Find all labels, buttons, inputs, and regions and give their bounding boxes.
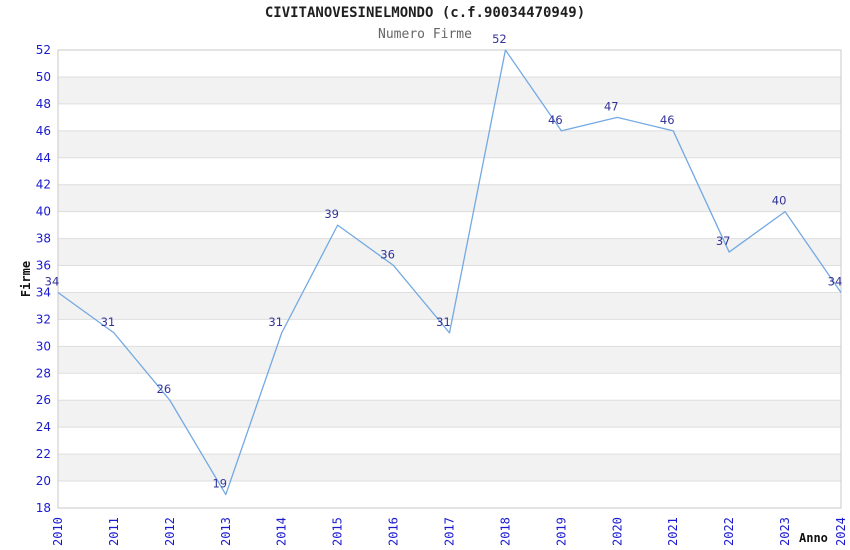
data-point-label: 37 xyxy=(716,234,731,248)
data-point-label: 46 xyxy=(548,113,563,127)
y-tick-label: 24 xyxy=(36,420,51,434)
x-tick-label: 2014 xyxy=(275,517,289,546)
data-point-label: 31 xyxy=(101,315,116,329)
y-tick-label: 22 xyxy=(36,447,51,461)
x-tick-label: 2021 xyxy=(666,517,680,546)
chart-subtitle: Numero Firme xyxy=(378,27,472,42)
data-point-label: 31 xyxy=(436,315,451,329)
data-point-label: 36 xyxy=(380,248,395,262)
data-point-label: 39 xyxy=(324,207,339,221)
x-tick-label: 2018 xyxy=(498,517,512,546)
y-tick-label: 38 xyxy=(36,232,51,246)
grid-band xyxy=(58,292,841,320)
data-point-label: 52 xyxy=(492,32,507,46)
x-tick-label: 2011 xyxy=(107,517,121,546)
y-tick-label: 34 xyxy=(36,285,51,299)
y-tick-label: 32 xyxy=(36,312,51,326)
grid-band xyxy=(58,184,841,212)
chart-title: CIVITANOVESINELMONDO (c.f.90034470949) xyxy=(264,5,586,21)
data-point-label: 40 xyxy=(772,194,787,208)
series-line xyxy=(57,49,842,496)
x-tick-label: 2024 xyxy=(834,517,848,546)
y-tick-label: 48 xyxy=(36,97,51,111)
y-tick-label: 18 xyxy=(36,501,51,515)
x-axis-title: Anno xyxy=(799,531,828,545)
data-point-label: 26 xyxy=(157,382,172,396)
data-point-label: 34 xyxy=(45,274,60,288)
plot-border xyxy=(57,49,842,509)
x-tick-label: 2013 xyxy=(219,517,233,546)
data-point-label: 31 xyxy=(268,315,283,329)
grid-band xyxy=(58,130,841,158)
x-tick-label: 2020 xyxy=(610,517,624,546)
x-tick-label: 2010 xyxy=(51,517,65,546)
y-tick-label: 40 xyxy=(36,205,51,219)
y-tick-label: 28 xyxy=(36,366,51,380)
x-tick-label: 2015 xyxy=(331,517,345,546)
y-tick-label: 44 xyxy=(36,151,51,165)
x-tick-label: 2016 xyxy=(387,517,401,546)
y-tick-label: 26 xyxy=(36,393,51,407)
data-point-label: 19 xyxy=(212,477,227,491)
data-point-label: 34 xyxy=(828,274,843,288)
x-tick-label: 2012 xyxy=(163,517,177,546)
grid-band xyxy=(58,76,841,104)
x-tick-label: 2017 xyxy=(443,517,457,546)
data-point-label: 46 xyxy=(660,113,675,127)
data-point-label: 47 xyxy=(604,99,619,113)
grid-band xyxy=(58,346,841,374)
x-tick-label: 2019 xyxy=(554,517,568,546)
y-tick-label: 46 xyxy=(36,124,51,138)
y-tick-label: 36 xyxy=(36,259,51,273)
y-tick-label: 52 xyxy=(36,43,51,57)
grid-band xyxy=(58,238,841,266)
y-tick-label: 50 xyxy=(36,70,51,84)
x-tick-label: 2023 xyxy=(778,517,792,546)
y-tick-label: 30 xyxy=(36,339,51,353)
x-tick-label: 2022 xyxy=(722,517,736,546)
grid-band xyxy=(58,400,841,428)
y-tick-label: 42 xyxy=(36,178,51,192)
y-tick-label: 20 xyxy=(36,474,51,488)
grid-band xyxy=(58,454,841,482)
